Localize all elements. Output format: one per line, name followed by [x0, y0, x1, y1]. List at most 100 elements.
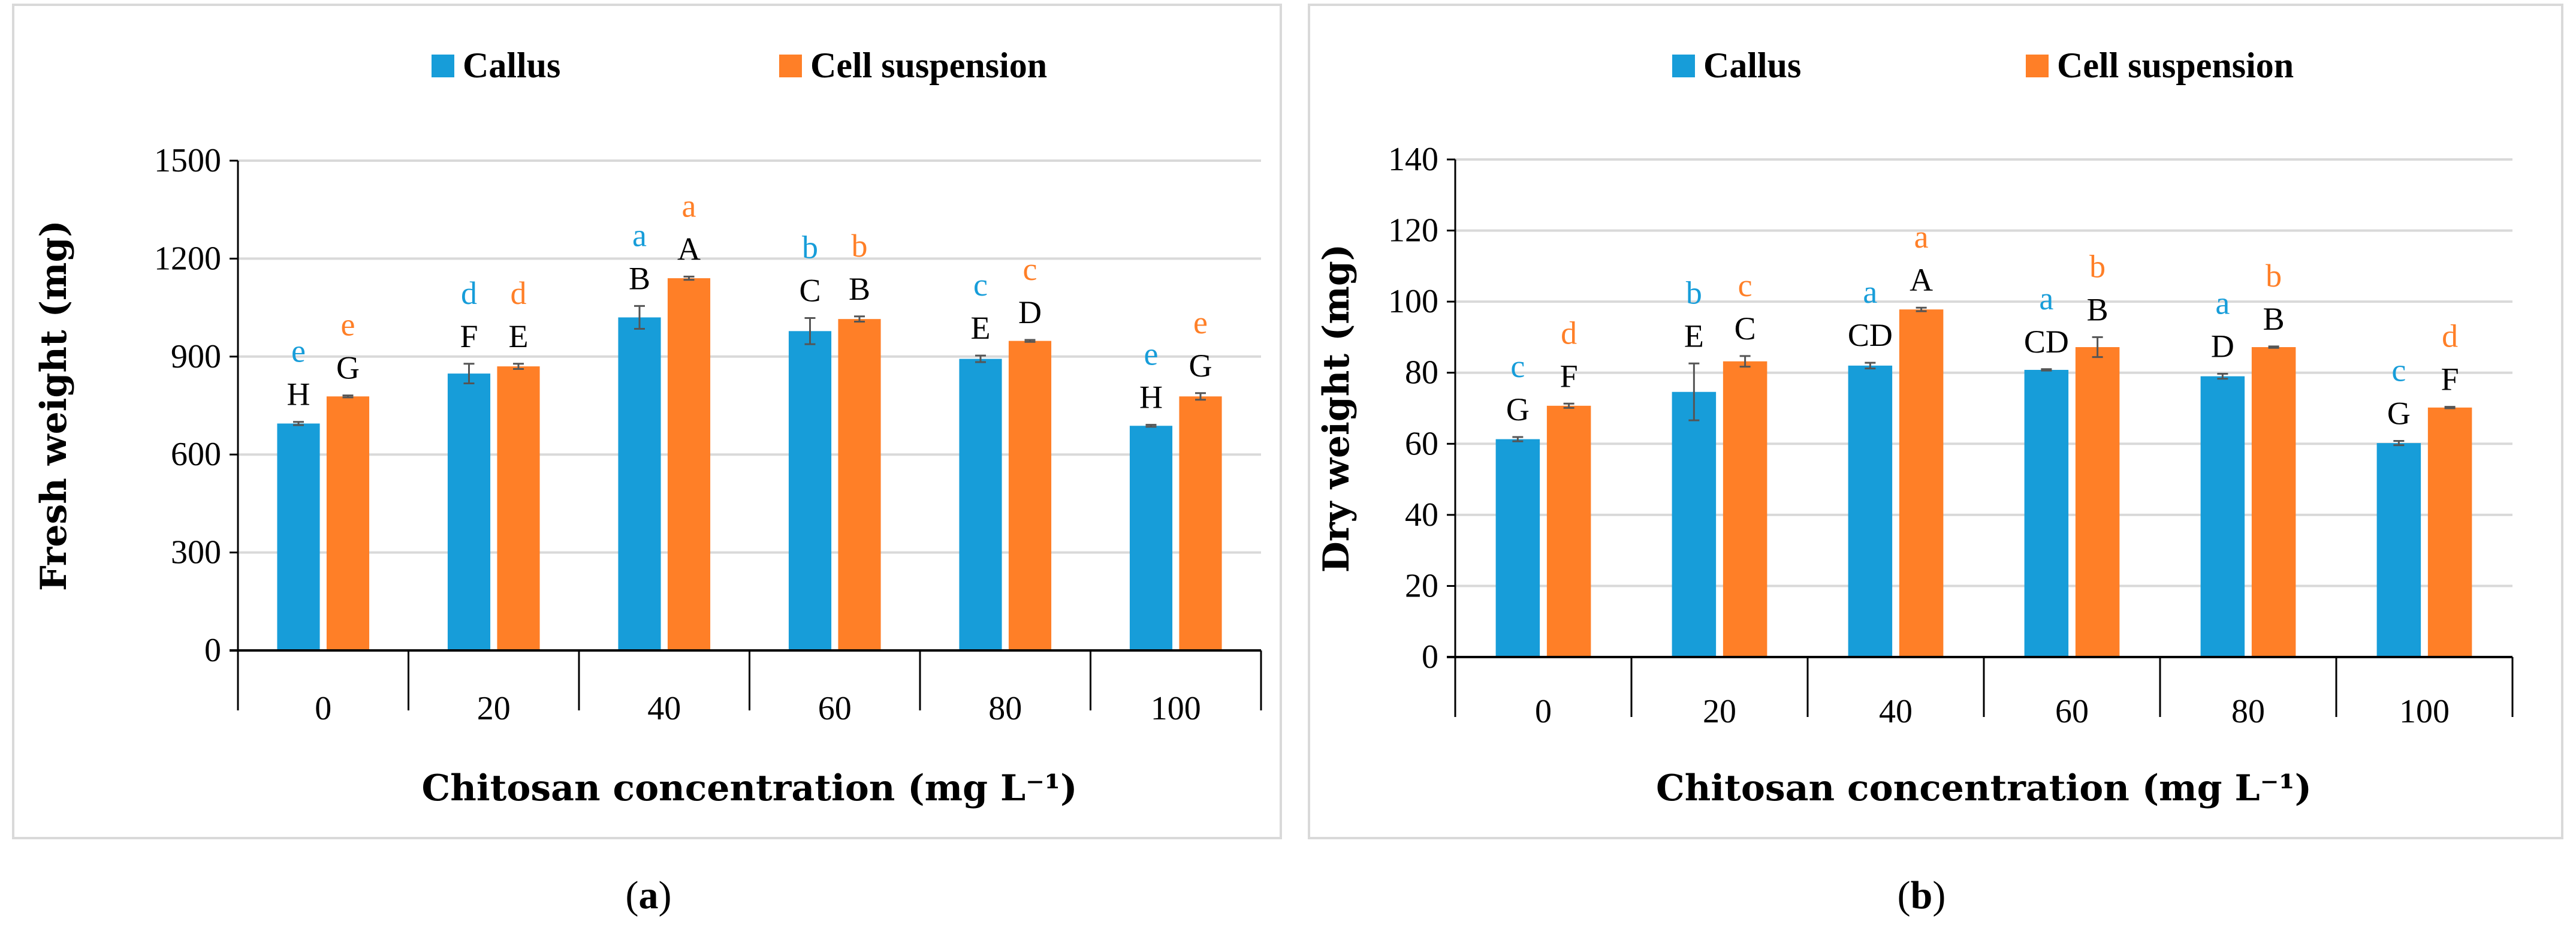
- significance-letter-upper: D: [2211, 328, 2234, 364]
- significance-letter-lower: a: [1863, 274, 1877, 310]
- legend-swatch-callus: [1672, 55, 1695, 77]
- x-tick-label: 40: [647, 690, 681, 727]
- significance-letter-lower: e: [1193, 305, 1208, 341]
- y-tick-label: 0: [204, 632, 221, 669]
- bar-callus: [959, 358, 1002, 650]
- caption-open: (: [1898, 873, 1911, 917]
- y-tick-label: 140: [1388, 141, 1438, 178]
- significance-letter-lower: a: [632, 217, 647, 253]
- significance-letter-upper: G: [1506, 391, 1530, 427]
- bar-callus: [788, 331, 832, 650]
- x-tick-label: 80: [988, 690, 1022, 727]
- legend-label-callus: Callus: [1703, 46, 1801, 85]
- caption-letter: a: [639, 873, 659, 917]
- bar-suspension: [1008, 341, 1052, 650]
- y-tick-label: 40: [1405, 496, 1438, 534]
- significance-letter-upper: E: [509, 318, 529, 354]
- bar-callus: [447, 373, 491, 650]
- significance-letter-lower: e: [291, 333, 306, 369]
- significance-letter-lower: c: [1510, 348, 1525, 384]
- significance-letter-upper: B: [849, 271, 870, 307]
- y-tick-label: 80: [1405, 354, 1438, 391]
- x-tick-label: 100: [2399, 693, 2450, 730]
- x-tick-label: 60: [818, 690, 852, 727]
- x-tick-label: 20: [477, 690, 511, 727]
- y-tick-label: 1200: [154, 240, 221, 277]
- significance-letter-lower: d: [2442, 318, 2458, 354]
- bar-callus: [2024, 369, 2069, 657]
- y-axis-title: Fresh weight (mg): [33, 220, 75, 591]
- bar-callus: [2376, 443, 2421, 657]
- caption-open: (: [626, 873, 639, 917]
- bar-suspension: [1179, 396, 1222, 650]
- x-tick-label: 100: [1151, 690, 1201, 727]
- significance-letter-lower: d: [461, 275, 477, 311]
- bar-suspension: [1899, 309, 1944, 657]
- x-tick-label: 80: [2231, 693, 2265, 730]
- bar-suspension: [2427, 407, 2472, 657]
- significance-letter-lower: e: [1144, 336, 1159, 372]
- legend-swatch-suspension: [779, 55, 802, 77]
- bar-callus: [1848, 365, 1893, 657]
- significance-letter-lower: c: [2391, 352, 2406, 388]
- bar-suspension: [2075, 347, 2120, 657]
- y-tick-label: 100: [1388, 283, 1438, 320]
- bar-callus: [277, 423, 320, 650]
- bar-callus: [1495, 439, 1540, 657]
- significance-letter-upper: E: [970, 310, 990, 346]
- significance-letter-lower: a: [2215, 285, 2230, 321]
- bar-suspension: [2251, 347, 2296, 657]
- significance-letter-lower: d: [1561, 315, 1577, 351]
- bar-suspension: [667, 278, 711, 651]
- significance-letter-upper: E: [1684, 318, 1704, 354]
- significance-letter-upper: G: [2387, 396, 2411, 432]
- x-tick-label: 20: [1703, 693, 1736, 730]
- significance-letter-lower: b: [1686, 275, 1702, 311]
- significance-letter-upper: F: [1560, 358, 1578, 394]
- legend-swatch-suspension: [2026, 55, 2049, 77]
- significance-letter-upper: A: [677, 231, 701, 267]
- y-tick-label: 20: [1405, 567, 1438, 604]
- x-tick-label: 60: [2055, 693, 2089, 730]
- significance-letter-upper: B: [2087, 291, 2109, 327]
- significance-letter-lower: a: [1914, 219, 1929, 255]
- bar-callus: [618, 317, 661, 650]
- legend-label-callus: Callus: [463, 46, 560, 85]
- significance-letter-lower: c: [1738, 267, 1752, 303]
- panel-caption: (b): [1898, 873, 1946, 917]
- significance-letter-lower: b: [802, 230, 818, 266]
- significance-letter-lower: b: [852, 228, 868, 264]
- significance-letter-lower: b: [2266, 258, 2282, 294]
- y-axis-title: Dry weight (mg): [1316, 244, 1358, 573]
- caption-close: ): [1932, 873, 1945, 917]
- y-tick-label: 60: [1405, 425, 1438, 462]
- x-axis-title: Chitosan concentration (mg L⁻¹): [421, 767, 1077, 809]
- x-tick-label: 0: [315, 690, 331, 727]
- significance-letter-upper: CD: [1848, 317, 1893, 353]
- bar-suspension: [497, 366, 540, 650]
- legend-label-suspension: Cell suspension: [810, 46, 1047, 85]
- bar-callus: [1672, 391, 1717, 657]
- bar-suspension: [1723, 361, 1767, 657]
- x-tick-label: 40: [1879, 693, 1913, 730]
- y-tick-label: 300: [171, 534, 221, 571]
- significance-letter-upper: F: [2441, 361, 2459, 397]
- y-tick-label: 1500: [154, 142, 221, 179]
- significance-letter-lower: a: [682, 188, 696, 224]
- significance-letter-lower: d: [511, 275, 527, 311]
- caption-letter: b: [1911, 873, 1933, 917]
- significance-letter-upper: C: [799, 273, 821, 309]
- significance-letter-upper: D: [1018, 294, 1042, 330]
- bar-suspension: [1546, 405, 1591, 657]
- significance-letter-upper: B: [629, 260, 650, 296]
- significance-letter-upper: H: [1139, 379, 1163, 415]
- bar-suspension: [326, 396, 370, 650]
- y-tick-label: 0: [1422, 638, 1438, 676]
- caption-close: ): [659, 873, 672, 917]
- significance-letter-upper: G: [1189, 348, 1212, 384]
- bar-callus: [2200, 376, 2245, 657]
- x-axis-title: Chitosan concentration (mg L⁻¹): [1656, 767, 2312, 809]
